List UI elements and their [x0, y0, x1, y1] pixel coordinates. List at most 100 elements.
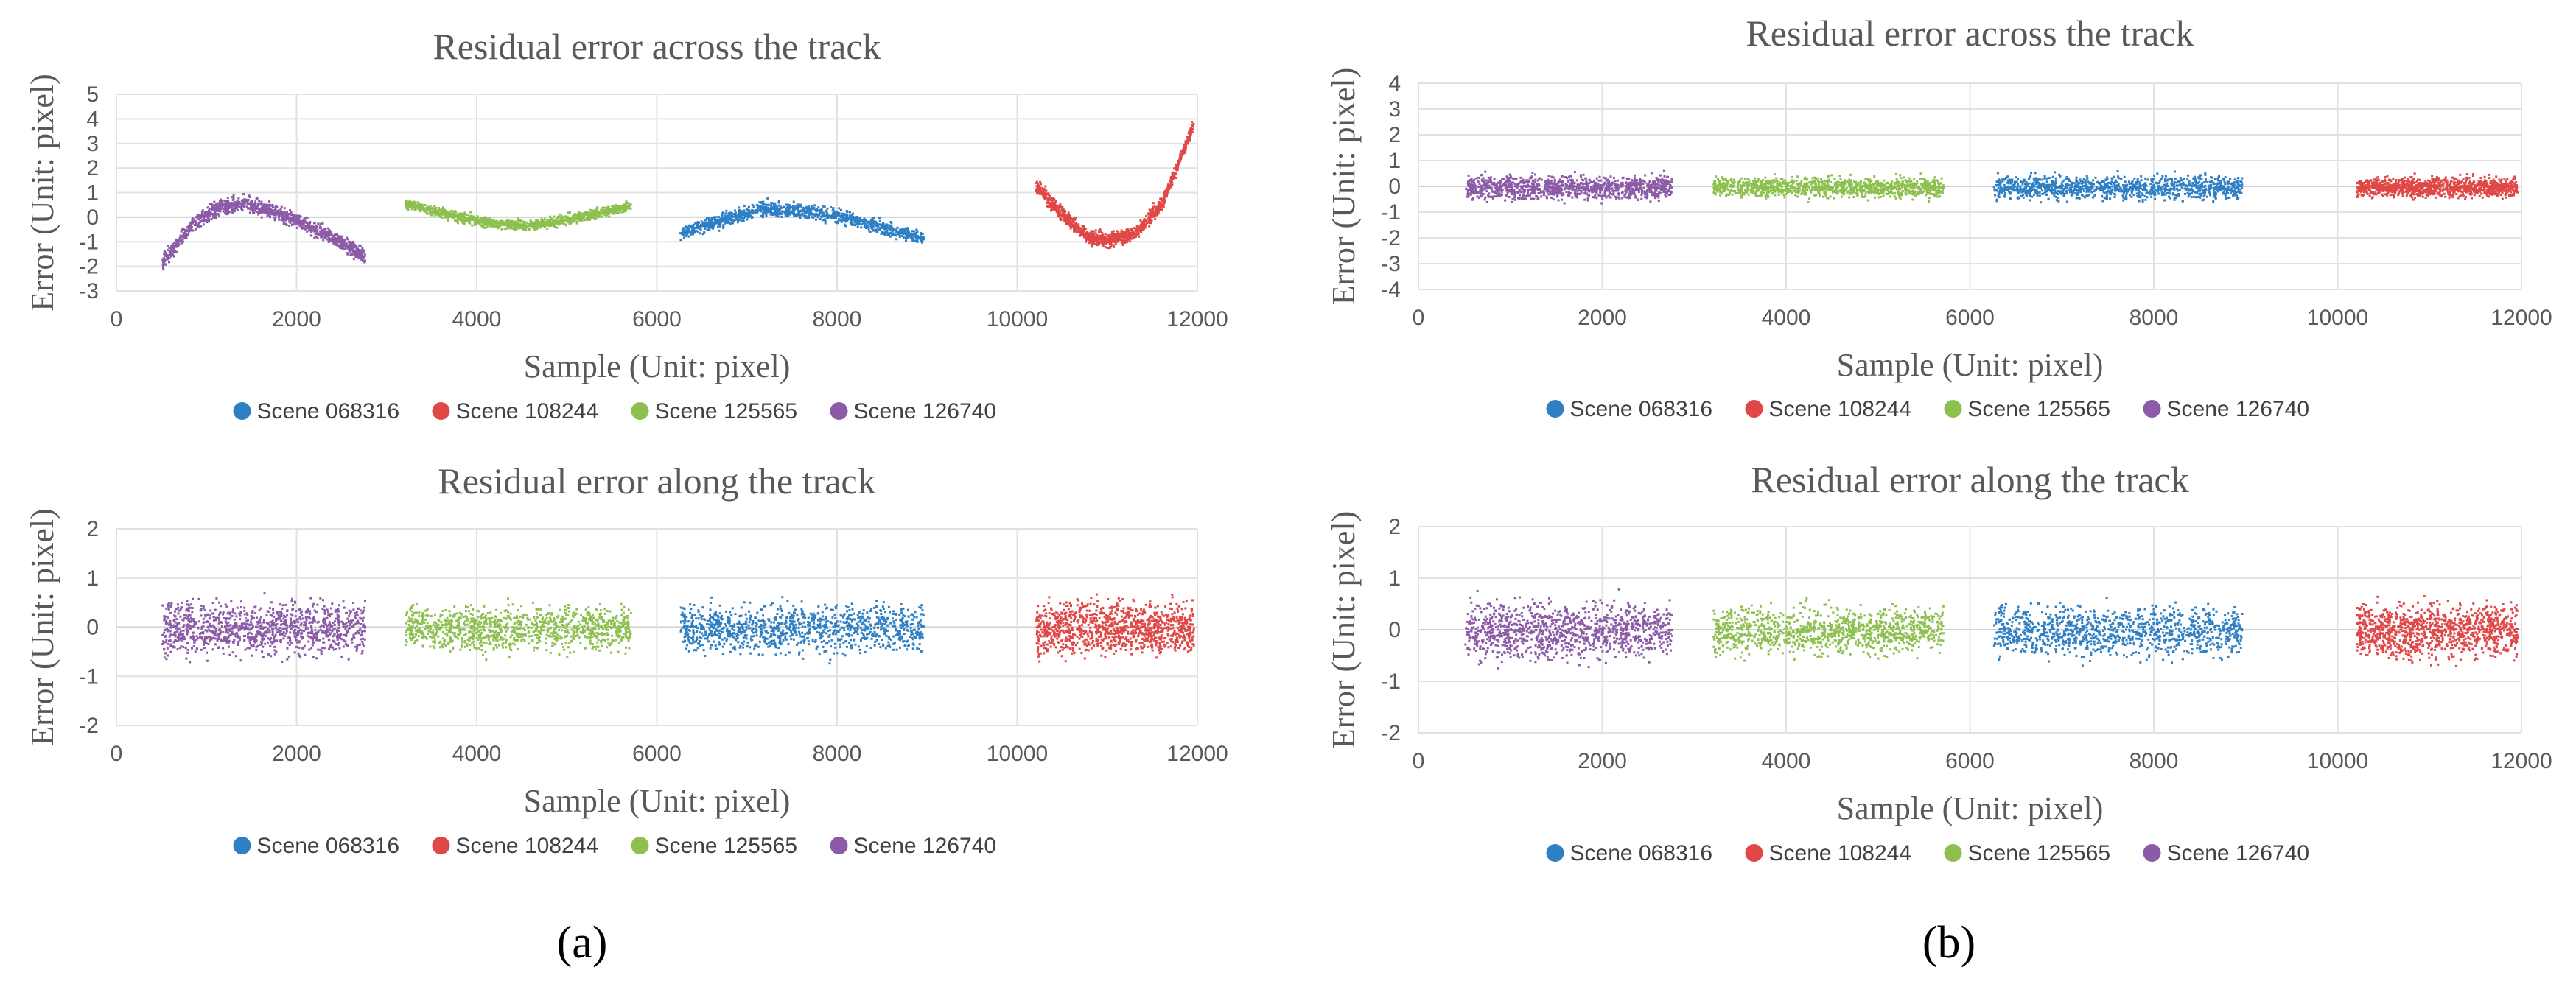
data-point: [232, 633, 234, 636]
data-point: [1180, 154, 1183, 157]
data-point: [1082, 231, 1085, 233]
data-point: [441, 208, 444, 211]
data-point: [304, 653, 307, 656]
data-point: [415, 205, 418, 208]
data-point: [169, 644, 172, 647]
data-point: [183, 624, 186, 627]
data-point: [279, 208, 282, 211]
data-point: [916, 240, 919, 243]
data-point: [918, 237, 921, 240]
data-point: [175, 245, 178, 248]
data-point: [173, 610, 176, 613]
data-point: [855, 219, 857, 222]
data-point: [1047, 205, 1049, 208]
data-point: [273, 212, 276, 215]
data-point: [1051, 199, 1054, 202]
data-point: [313, 609, 316, 612]
data-point: [556, 215, 559, 218]
data-point: [1087, 233, 1090, 236]
data-point: [501, 223, 504, 226]
data-point: [279, 210, 282, 213]
data-point: [756, 209, 759, 212]
data-point: [335, 610, 338, 613]
data-point: [578, 213, 581, 216]
data-point: [323, 231, 326, 234]
data-point: [1176, 169, 1179, 172]
data-point: [343, 243, 346, 246]
data-point: [297, 219, 299, 222]
data-point: [752, 210, 755, 213]
data-point: [523, 221, 526, 224]
data-point: [1182, 152, 1185, 155]
data-point: [448, 211, 450, 214]
data-point: [882, 232, 885, 235]
data-point: [1175, 172, 1177, 175]
data-point: [211, 612, 214, 615]
data-point: [326, 611, 329, 614]
data-point: [436, 213, 439, 216]
data-point: [775, 205, 778, 208]
data-point: [323, 236, 326, 239]
data-point: [348, 249, 351, 252]
data-point: [487, 222, 490, 225]
data-point: [255, 207, 258, 210]
data-point: [920, 233, 923, 236]
data-point: [757, 205, 760, 208]
data-point: [769, 212, 772, 214]
data-point: [292, 214, 294, 217]
data-point: [245, 205, 248, 208]
data-point: [304, 220, 307, 223]
data-point: [203, 643, 205, 646]
data-point: [749, 214, 752, 217]
data-point: [788, 205, 791, 208]
data-point: [262, 635, 265, 638]
data-point: [298, 630, 300, 633]
y-tick-label: 5: [86, 82, 99, 107]
data-point: [322, 619, 325, 622]
data-point: [547, 225, 550, 228]
data-point: [252, 207, 255, 210]
data-point: [876, 227, 879, 230]
data-point: [792, 213, 795, 216]
data-point: [833, 210, 836, 213]
data-point: [219, 210, 222, 213]
data-point: [323, 608, 326, 611]
data-point: [265, 205, 267, 208]
data-point: [1069, 222, 1072, 225]
data-point: [551, 218, 554, 221]
data-point: [327, 227, 330, 230]
data-point: [695, 222, 698, 225]
data-point: [1166, 187, 1169, 190]
data-point: [262, 656, 265, 658]
data-point: [1050, 204, 1053, 207]
data-point: [721, 211, 724, 214]
data-point: [747, 209, 750, 212]
data-point: [536, 219, 539, 222]
data-point: [1190, 127, 1193, 130]
data-point: [771, 213, 774, 216]
data-point: [362, 643, 365, 646]
data-point: [481, 218, 483, 221]
data-point: [458, 212, 461, 215]
data-point: [868, 230, 871, 233]
data-point: [301, 610, 303, 613]
data-point: [503, 222, 506, 225]
data-point: [196, 214, 199, 217]
data-point: [454, 218, 457, 221]
data-point: [1105, 246, 1107, 249]
data-point: [785, 203, 788, 206]
data-point: [727, 218, 730, 221]
data-point: [484, 220, 487, 223]
data-point: [1148, 225, 1151, 228]
data-point: [514, 221, 517, 224]
data-point: [1061, 210, 1064, 213]
data-point: [345, 242, 348, 245]
data-point: [337, 236, 340, 239]
data-point: [742, 220, 745, 222]
data-point: [229, 204, 232, 207]
data-point: [833, 214, 836, 217]
data-point: [686, 230, 689, 233]
data-point: [222, 204, 225, 207]
data-point: [813, 214, 816, 217]
x-tick-label: 10000: [987, 742, 1048, 766]
